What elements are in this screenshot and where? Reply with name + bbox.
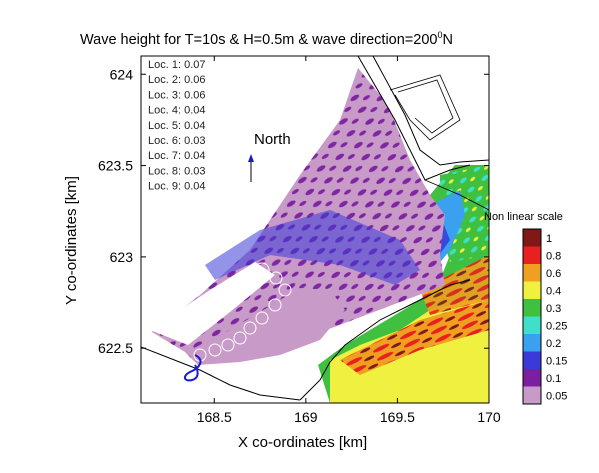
y-tick-label: 623.5 (98, 158, 133, 174)
x-tick-label: 170 (477, 409, 501, 425)
north-label: North (254, 131, 291, 148)
boat-marker (184, 354, 202, 382)
x-tick-label: 169.5 (380, 409, 415, 425)
colorbar-swatch (523, 264, 541, 282)
x-ticks: 168.5 169 169.5 170 (197, 56, 501, 425)
colorbar-tick-label: 0.15 (546, 355, 567, 367)
y-tick-label: 623 (110, 249, 134, 265)
offshore-red-band (340, 300, 489, 375)
colorbar-swatch (523, 369, 541, 387)
x-tick-label: 169 (294, 409, 318, 425)
coastline-east (299, 279, 471, 401)
location-label: Loc. 7: 0.04 (148, 150, 206, 162)
pier-landmass (150, 262, 275, 345)
colorbar-swatch (523, 281, 541, 299)
coastline-west (141, 346, 301, 401)
road-outline-inner (397, 79, 454, 134)
y-ticks: 622.5 623 623.5 624 (98, 66, 489, 356)
colorbar-swatch (523, 351, 541, 369)
location-label: Loc. 9: 0.04 (148, 181, 206, 193)
colorbar-tick-label: 0.4 (546, 285, 561, 297)
location-label: Loc. 1: 0.07 (148, 59, 206, 71)
colorbar-swatch (523, 386, 541, 404)
breakwater-north-inner (372, 56, 489, 166)
lower-basin (186, 288, 345, 365)
location-label: Loc. 2: 0.06 (148, 74, 206, 86)
x-tick-label: 168.5 (197, 409, 232, 425)
north-arrow (248, 154, 254, 182)
colorbar-tick-label: 0.6 (546, 268, 561, 280)
colorbar-tick-label: 0.05 (546, 390, 567, 402)
chart-title: Wave height for T=10s & H=0.5m & wave di… (80, 30, 453, 48)
colorbar-tick-label: 1 (546, 233, 552, 245)
location-label: Loc. 5: 0.04 (148, 120, 206, 132)
location-label: Loc. 4: 0.04 (148, 105, 206, 117)
colorbar-frame (522, 228, 542, 405)
colorbar: 0.05 0.1 0.15 0.2 0.25 0.3 0.4 0.6 0.8 1 (522, 228, 567, 405)
colorbar-tick-label: 0.1 (546, 373, 561, 385)
harbour-blue-channel (205, 210, 420, 285)
location-label: Loc. 3: 0.06 (148, 89, 206, 101)
colorbar-tick-label: 0.3 (546, 303, 561, 315)
colorbar-tick-label: 0.25 (546, 320, 567, 332)
y-axis-label: Y co-ordinates [km] (63, 176, 80, 305)
colorbar-title: Non linear scale (484, 211, 563, 223)
location-label: Loc. 8: 0.03 (148, 165, 206, 177)
y-tick-label: 624 (110, 66, 134, 82)
colorbar-swatch (523, 316, 541, 334)
quay-line (424, 179, 489, 211)
colorbar-tick-label: 0.2 (546, 338, 561, 350)
x-axis-label: X co-ordinates [km] (238, 434, 367, 451)
colorbar-swatch (523, 334, 541, 352)
axes-frame (140, 55, 490, 404)
offshore-orange-band (420, 255, 489, 315)
y-tick-label: 622.5 (98, 340, 133, 356)
location-labels: Loc. 1: 0.07 Loc. 2: 0.06 Loc. 3: 0.06 Loc.… (148, 59, 206, 193)
location-label: Loc. 6: 0.03 (148, 135, 206, 147)
location-markers (193, 262, 292, 362)
road-outline (389, 74, 461, 141)
colorbar-tick-label: 0.8 (546, 250, 561, 262)
colorbar-swatch (523, 246, 541, 264)
plot-area (141, 56, 489, 403)
colorbar-swatch (523, 229, 541, 247)
colorbar-swatch (523, 299, 541, 317)
